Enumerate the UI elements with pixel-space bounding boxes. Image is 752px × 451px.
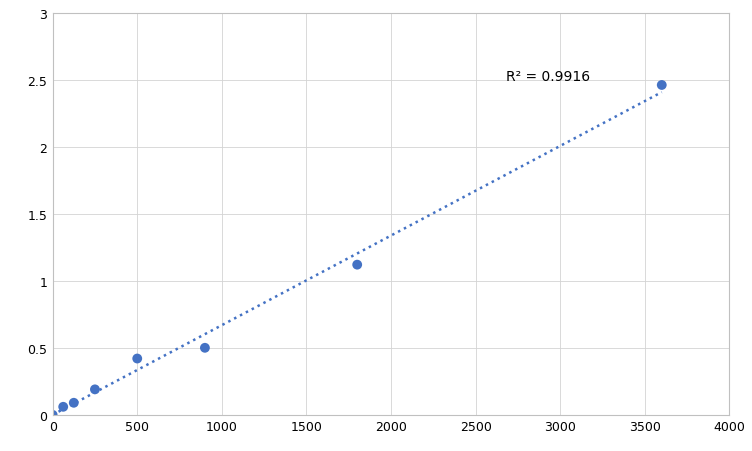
Point bbox=[131, 355, 143, 362]
Point bbox=[89, 386, 101, 393]
Text: R² = 0.9916: R² = 0.9916 bbox=[506, 70, 590, 84]
Point bbox=[47, 411, 59, 419]
Point bbox=[68, 399, 80, 406]
Point bbox=[199, 345, 211, 352]
Point bbox=[351, 262, 363, 269]
Point bbox=[57, 403, 69, 410]
Point bbox=[656, 82, 668, 89]
